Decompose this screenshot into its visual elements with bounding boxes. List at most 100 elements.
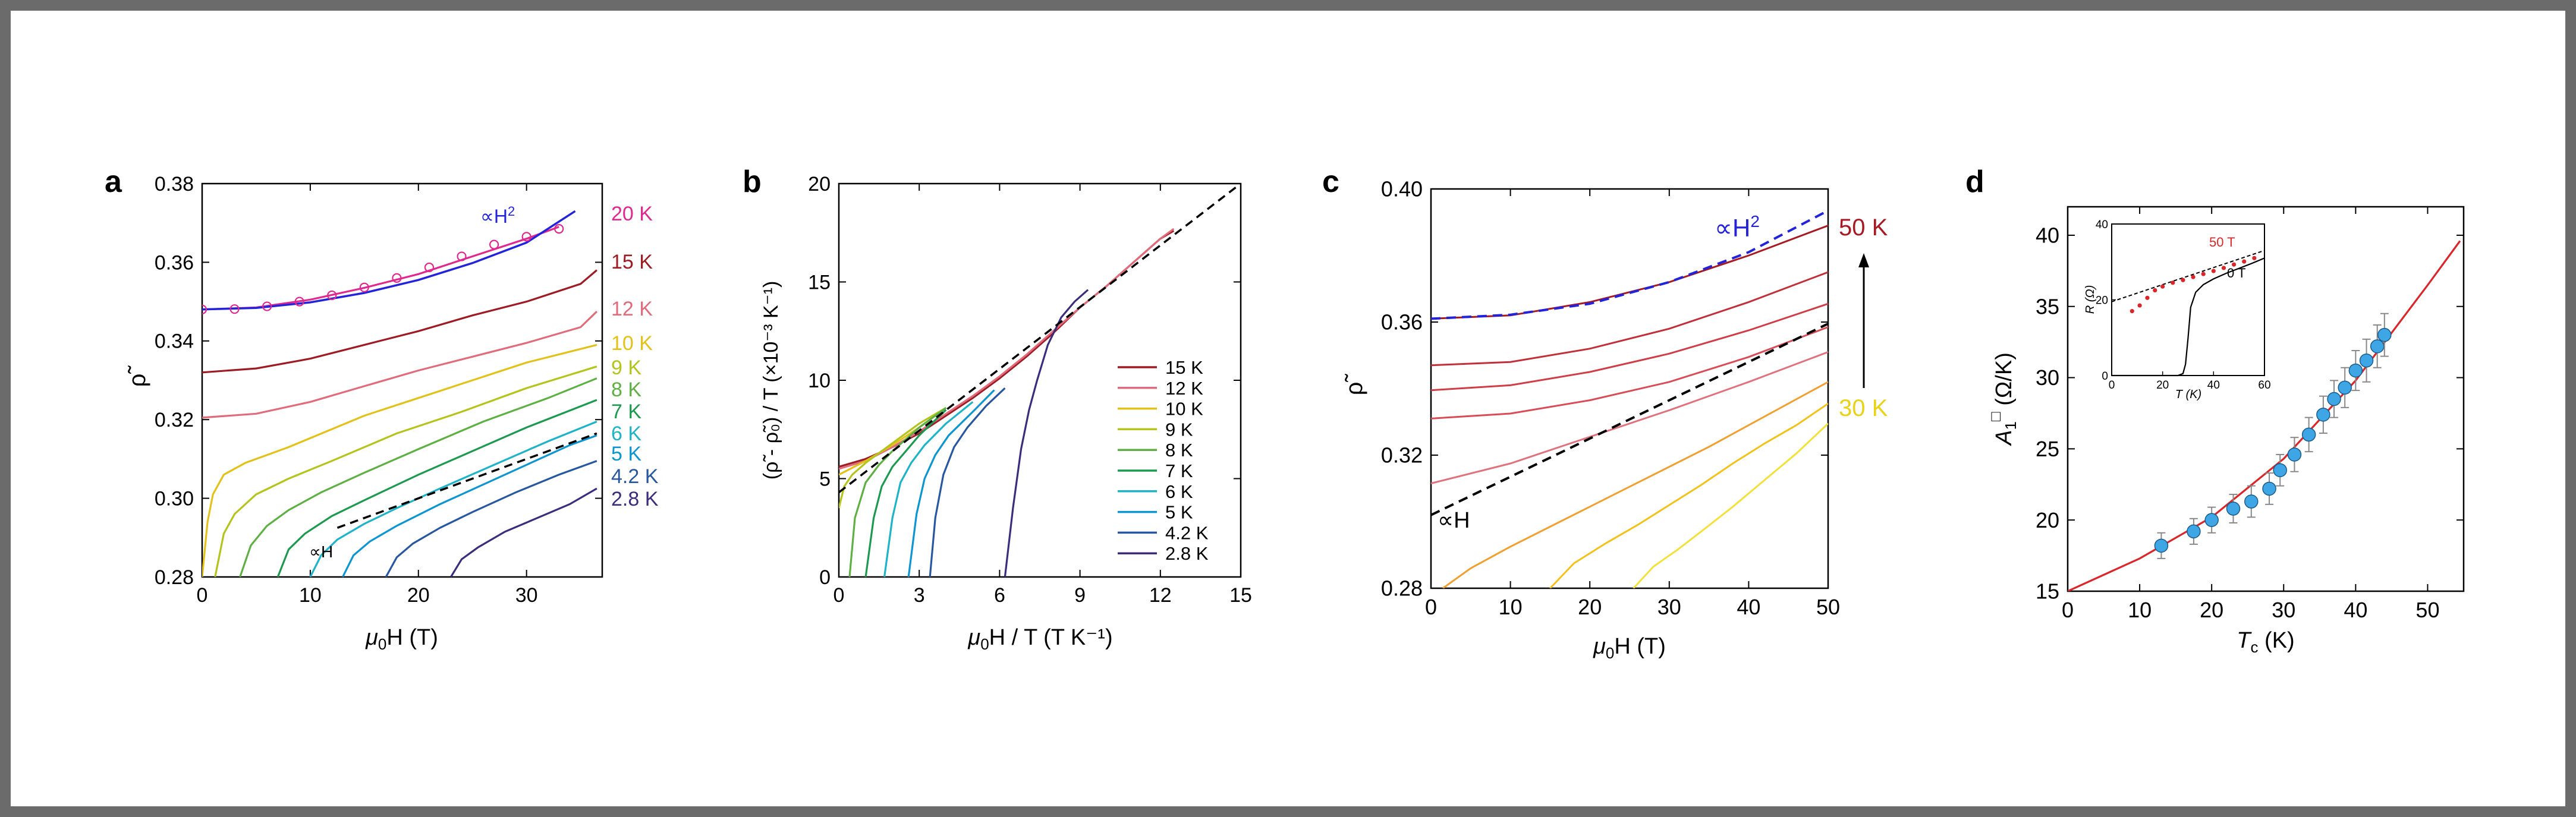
series-line-8-K: [848, 407, 947, 577]
x-tick-label: 30: [1657, 595, 1681, 619]
x-label-mu: μ: [967, 625, 980, 650]
inset-frame: [2111, 223, 2265, 376]
series-label: 15 K: [611, 251, 653, 273]
series-line-15-K: [839, 230, 1175, 468]
top-temperature-label: 50 K: [1839, 214, 1888, 241]
x-label-rest: H / T (T K⁻¹): [989, 625, 1113, 650]
y-tick-label: 40: [2036, 223, 2059, 248]
y-tick-label: 25: [2036, 437, 2059, 461]
y-axis-label: (ρ̃ - ρ̃₀) / T (×10⁻³ K⁻¹): [760, 281, 782, 480]
x-tick-label: 0: [2062, 598, 2074, 622]
legend-label: 9 K: [1165, 419, 1193, 440]
series-line-7-K: [276, 399, 597, 577]
inset-point-50t: [2201, 272, 2206, 276]
data-marker: [262, 301, 272, 311]
legend-label: 5 K: [1165, 502, 1193, 523]
x-label-rest: H (T): [386, 625, 438, 650]
plot-frame: [201, 182, 603, 578]
data-marker: [424, 262, 435, 273]
legend-label: 10 K: [1165, 399, 1203, 419]
inset-point-50t: [2153, 288, 2157, 293]
x-label-unit: (K): [2259, 628, 2295, 653]
inset-point-50t: [2232, 262, 2237, 267]
inset-point-50t: [2211, 269, 2216, 273]
data-point: [2226, 501, 2241, 516]
annotation-h: ∝H: [1438, 508, 1470, 533]
inset-plot: 0 20 40 60 0 20 40 T (K) R (Ω) 50 T 0 T: [2084, 219, 2271, 401]
data-point: [2327, 392, 2341, 406]
data-point: [2348, 363, 2363, 378]
x-tick-label: 12: [1149, 584, 1172, 607]
data-point: [2204, 513, 2219, 527]
y-label-sub: 1: [2002, 421, 2020, 430]
series-group: [1431, 209, 1828, 588]
data-point: [2377, 327, 2392, 342]
series-line-10-K: [202, 343, 597, 577]
data-marker: [521, 232, 531, 242]
x-tick-label: 20: [1578, 595, 1602, 619]
x-tick-label: 50: [1816, 595, 1840, 619]
series-line-1: [1431, 225, 1828, 320]
y-label-sup: □: [1986, 412, 2004, 421]
legend-label: 15 K: [1165, 357, 1203, 378]
x-label-sub: 0: [980, 635, 989, 653]
series-line-3: [1431, 302, 1828, 392]
plot-frame: [2067, 206, 2465, 592]
figure: a 0 10 20 300.280.300.320.340.360.38 20 K15…: [105, 165, 2465, 662]
series-line-8: [1633, 422, 1828, 588]
inset-point-50t: [2171, 280, 2175, 285]
series-line-20-K: [202, 226, 559, 311]
x-tick-label: 40: [1737, 595, 1760, 619]
x-label-sub: c: [2251, 638, 2259, 656]
legend-label: 8 K: [1165, 440, 1193, 460]
y-tick-label: 0.36: [155, 251, 194, 274]
data-point: [2244, 494, 2259, 509]
series-line-4-2-K: [385, 460, 597, 577]
panel-letter: a: [105, 165, 122, 199]
y-axis-label: ρ̃: [1341, 374, 1367, 396]
series-label: 2.8 K: [611, 488, 659, 510]
series-line-2: [1431, 271, 1828, 367]
x-tick-label: 30: [515, 584, 538, 607]
inset-point-50t: [2252, 255, 2257, 260]
series-line-15-K: [202, 269, 597, 374]
panel-letter: b: [743, 165, 762, 199]
x-tick-label: 10: [2128, 598, 2152, 622]
x-tick-label: 20: [2200, 598, 2223, 622]
y-axis-label: A1□ (Ω/K): [1986, 352, 2020, 446]
y-tick-label: 10: [808, 370, 831, 392]
x-label-sub: 0: [1606, 644, 1614, 662]
data-point: [2273, 463, 2287, 478]
panel-b: b 0 3 6 9 12 15 0 5 10 15 20 15 K12 K10 K9 K8 K7 K…: [743, 165, 1252, 653]
fit-curve: [2068, 240, 2461, 591]
series-line-12-K: [202, 311, 598, 419]
inset-x-tick-label: 40: [2207, 379, 2220, 392]
series-line-5-K: [907, 389, 995, 577]
inset-point-50t: [2137, 303, 2142, 308]
y-tick-label: 30: [2036, 365, 2059, 390]
data-marker: [359, 282, 369, 292]
series-label: 12 K: [611, 298, 653, 320]
series-line-2-8-K: [450, 487, 597, 577]
x-tick-label: 6: [994, 584, 1005, 607]
y-tick-label: 5: [819, 468, 831, 490]
y-tick-label: 0.40: [1381, 177, 1423, 201]
series-group: [839, 184, 1241, 577]
legend-label: 7 K: [1165, 460, 1193, 481]
legend-label: 12 K: [1165, 378, 1203, 399]
legend: 15 K12 K10 K9 K8 K7 K6 K5 K4.2 K2.8 K: [1118, 357, 1209, 564]
y-tick-label: 0.28: [1381, 576, 1423, 601]
data-marker: [489, 239, 499, 250]
annotation-h2-base: ∝H: [1715, 214, 1750, 242]
series-label: 20 K: [611, 203, 653, 225]
series-line-12-K: [839, 228, 1175, 470]
data-point: [2301, 427, 2316, 442]
arrow-head-icon: [1858, 253, 1869, 267]
inset-y-tick-label: 20: [2096, 295, 2108, 307]
y-label-unit: (Ω/K): [1992, 352, 2017, 412]
annotation-h: ∝H: [309, 542, 333, 561]
series-line-10-K: [839, 413, 939, 476]
inset-point-50t: [2145, 295, 2150, 300]
series-line-6: [1442, 381, 1828, 588]
data-point: [2154, 538, 2169, 553]
